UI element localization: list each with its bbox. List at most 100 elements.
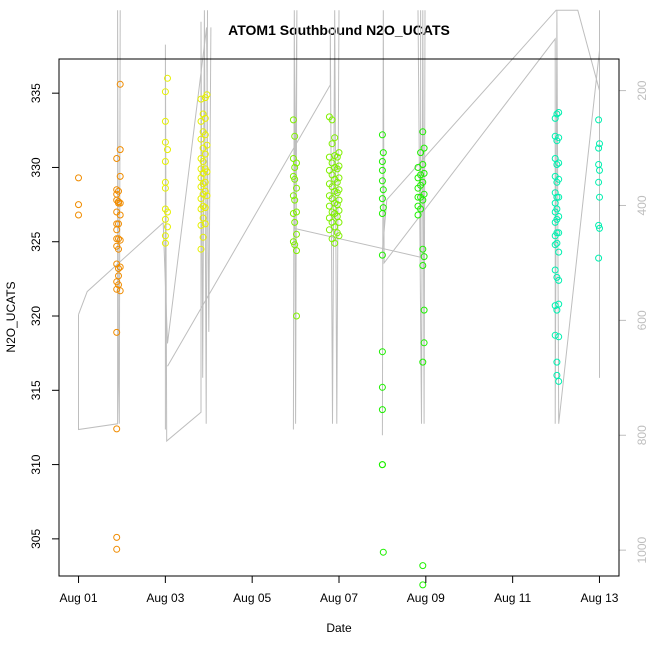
data-point	[293, 247, 300, 255]
data-point	[289, 116, 297, 124]
data-point	[203, 192, 211, 200]
y2-tick-label: 400	[635, 195, 649, 215]
data-point	[293, 208, 300, 216]
data-point	[379, 149, 387, 157]
data-point	[596, 193, 603, 201]
data-point	[164, 74, 171, 82]
data-point	[595, 116, 603, 124]
data-point	[115, 245, 122, 253]
data-point	[197, 174, 205, 182]
data-point	[595, 178, 603, 186]
data-point	[419, 358, 427, 366]
data-point	[419, 262, 427, 269]
data-point	[420, 306, 428, 314]
data-point	[555, 213, 563, 220]
profile-line-6	[381, 9, 600, 378]
data-point	[201, 114, 209, 122]
data-point	[335, 162, 343, 170]
data-point	[419, 562, 427, 570]
data-point	[161, 239, 169, 247]
data-point	[333, 153, 341, 161]
data-point	[551, 114, 559, 122]
y2-tick-label: 600	[635, 310, 649, 330]
data-point	[293, 230, 300, 238]
data-point	[197, 95, 205, 103]
data-point	[378, 158, 386, 165]
data-point	[75, 174, 82, 182]
data-point	[335, 196, 343, 204]
data-point	[201, 150, 209, 158]
y2-tick-label: 800	[635, 425, 649, 445]
y2-tick-label: 200	[635, 80, 649, 100]
data-point	[328, 140, 336, 148]
data-point	[555, 175, 563, 183]
data-point	[335, 186, 343, 194]
data-point	[325, 226, 333, 234]
profile-line-2	[164, 10, 208, 443]
data-point	[335, 232, 343, 240]
data-point	[199, 214, 207, 222]
data-point	[197, 165, 205, 173]
data-point	[335, 218, 343, 226]
data-point	[595, 254, 603, 262]
data-point	[291, 132, 299, 140]
data-point	[293, 312, 300, 320]
data-point	[551, 241, 559, 249]
data-point	[291, 164, 299, 171]
x-tick-label: Aug 01	[60, 591, 98, 605]
data-point	[331, 239, 339, 247]
data-point	[161, 138, 169, 146]
data-point	[378, 461, 386, 469]
data-point	[161, 215, 169, 223]
data-point	[555, 229, 563, 237]
data-point	[197, 135, 205, 143]
data-point	[551, 189, 559, 197]
data-point	[555, 193, 563, 201]
data-point	[291, 218, 299, 226]
data-point	[553, 161, 561, 168]
x-tick-label: Aug 11	[494, 591, 531, 605]
data-point	[331, 134, 339, 142]
data-point	[199, 158, 207, 165]
data-point	[378, 177, 386, 185]
data-point	[555, 377, 563, 385]
x-axis-label: Date	[326, 621, 352, 635]
data-point	[379, 548, 387, 556]
data-point	[201, 178, 209, 186]
data-point	[331, 223, 339, 231]
data-point	[417, 149, 425, 157]
data-point	[378, 195, 386, 203]
data-point	[164, 146, 171, 154]
data-point	[555, 248, 563, 256]
y-tick-label: 315	[29, 380, 43, 400]
data-point	[378, 406, 386, 414]
data-point	[115, 265, 122, 272]
y-tick-label: 325	[29, 231, 43, 251]
y-tick-label: 305	[29, 529, 43, 549]
data-point	[116, 211, 124, 219]
data-point	[378, 166, 386, 174]
data-point	[197, 195, 205, 203]
data-point	[113, 545, 121, 553]
data-point	[201, 204, 209, 212]
data-point	[595, 144, 603, 152]
x-tick-label: Aug 09	[407, 591, 445, 605]
data-point	[419, 581, 427, 589]
data-point	[555, 276, 563, 284]
data-point	[161, 158, 169, 165]
data-point	[325, 202, 333, 210]
data-point	[419, 161, 427, 168]
data-point	[596, 224, 603, 232]
data-point	[75, 211, 82, 219]
data-point	[555, 333, 563, 341]
data-point	[116, 146, 124, 154]
data-point	[203, 91, 211, 99]
data-point	[113, 226, 121, 234]
data-point	[113, 328, 121, 336]
data-point	[553, 358, 561, 366]
data-point	[197, 221, 205, 229]
data-point	[596, 166, 603, 174]
profile-line-5	[381, 10, 600, 436]
x-tick-label: Aug 07	[320, 591, 358, 605]
